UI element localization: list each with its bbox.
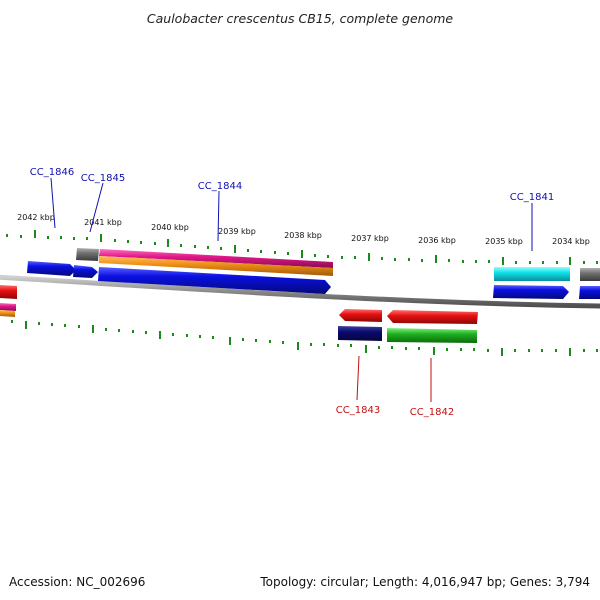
gene-feature[interactable]: [494, 267, 570, 281]
gene-label-cc-1845[interactable]: CC_1845: [81, 173, 125, 184]
gene-feature[interactable]: [339, 309, 382, 322]
reverse-strand-features: [0, 285, 478, 343]
gene-feature[interactable]: [73, 265, 98, 278]
kbp-label: 2041 kbp: [84, 218, 122, 227]
forward-gene-labels: [50, 177, 533, 251]
gene-feature[interactable]: [579, 286, 600, 299]
gene-label-cc-1843[interactable]: CC_1843: [336, 405, 380, 416]
kbp-label: 2036 kbp: [418, 236, 456, 245]
genome-summary-text: Topology: circular; Length: 4,016,947 bp…: [259, 575, 590, 589]
kbp-label: 2035 kbp: [485, 237, 523, 246]
gene-feature[interactable]: [387, 328, 477, 343]
gene-feature[interactable]: [580, 268, 600, 281]
kbp-label: 2039 kbp: [218, 227, 256, 236]
gene-feature[interactable]: [0, 303, 16, 311]
kbp-label: 2042 kbp: [17, 213, 55, 222]
inner-tick-track: [11, 320, 598, 356]
kbp-label: 2040 kbp: [151, 223, 189, 232]
genome-title: Caulobacter crescentus CB15, complete ge…: [147, 11, 453, 26]
kbp-label: 2037 kbp: [351, 234, 389, 243]
gene-feature[interactable]: [99, 256, 333, 276]
leader-line: [217, 190, 220, 242]
gene-feature[interactable]: [0, 285, 17, 299]
reverse-gene-labels: [356, 355, 432, 402]
gene-feature[interactable]: [76, 248, 99, 261]
leader-line: [50, 177, 56, 229]
gene-feature[interactable]: [98, 267, 331, 294]
accession-text: Accession: NC_002696: [9, 575, 145, 589]
genome-backbone: [0, 274, 600, 309]
outer-tick-track: [6, 230, 598, 265]
kbp-scale: 2042 kbp 2041 kbp 2040 kbp 2039 kbp 2038…: [17, 213, 590, 246]
gene-label-cc-1842[interactable]: CC_1842: [410, 407, 454, 418]
gene-feature[interactable]: [27, 261, 76, 276]
forward-strand-features: [27, 248, 600, 299]
gene-feature[interactable]: [387, 310, 478, 324]
gene-label-cc-1841[interactable]: CC_1841: [510, 192, 554, 203]
leader-line: [89, 182, 104, 233]
gene-feature[interactable]: [99, 249, 333, 268]
kbp-label: 2038 kbp: [284, 231, 322, 240]
gene-feature[interactable]: [0, 310, 15, 317]
kbp-label: 2034 kbp: [552, 237, 590, 246]
gene-feature[interactable]: [493, 285, 569, 299]
gene-feature[interactable]: [338, 326, 382, 341]
leader-line: [356, 355, 360, 401]
gene-label-cc-1844[interactable]: CC_1844: [198, 181, 242, 192]
gene-label-cc-1846[interactable]: CC_1846: [30, 167, 74, 178]
